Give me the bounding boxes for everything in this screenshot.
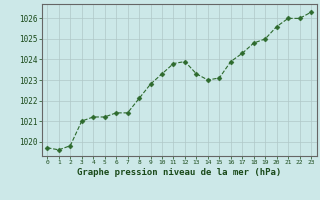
X-axis label: Graphe pression niveau de la mer (hPa): Graphe pression niveau de la mer (hPa)	[77, 168, 281, 177]
